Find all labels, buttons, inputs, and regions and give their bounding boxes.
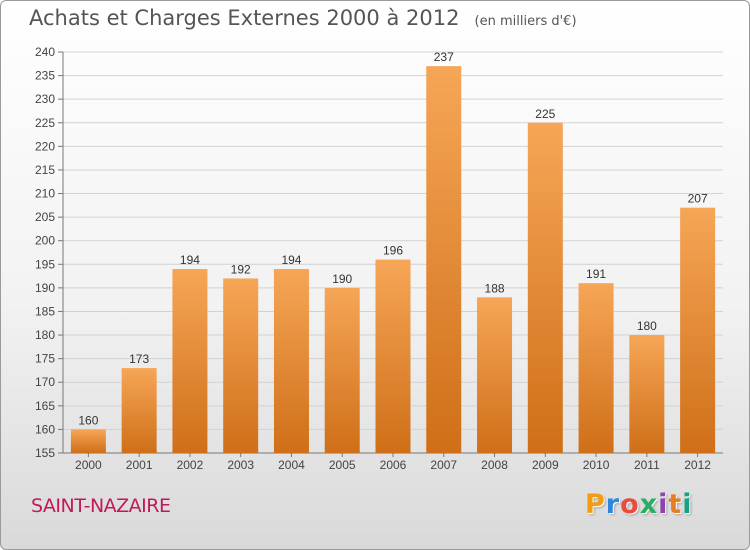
bar: [477, 297, 513, 453]
y-tick-label: 215: [35, 163, 55, 177]
x-tick-label: 2000: [75, 458, 102, 472]
y-tick-label: 240: [35, 45, 55, 59]
y-tick-label: 180: [35, 328, 55, 342]
y-tick-label: 220: [35, 139, 55, 153]
location-label: SAINT-NAZAIRE: [31, 495, 171, 517]
y-tick-label: 190: [35, 281, 55, 295]
labels: 155 160 165 170 175 180 185 190 195 200 205 210 215 2…: [35, 45, 711, 472]
logo-letter: i: [682, 489, 693, 520]
bar: [527, 122, 563, 453]
bar: [223, 278, 259, 453]
logo-letter: t: [668, 489, 683, 520]
bar: [578, 283, 614, 453]
bar-value-label: 192: [231, 262, 251, 276]
x-tick-label: 2010: [583, 458, 610, 472]
logo-letter: x: [639, 489, 659, 520]
y-tick-label: 165: [35, 399, 55, 413]
y-tick-label: 160: [35, 422, 55, 436]
bar-value-label: 190: [332, 272, 352, 286]
y-tick-label: 210: [35, 187, 55, 201]
bar-value-label: 225: [535, 107, 555, 121]
x-tick-label: 2001: [126, 458, 153, 472]
bar: [121, 368, 157, 453]
bar-value-label: 180: [637, 319, 657, 333]
x-tick-label: 2003: [227, 458, 254, 472]
bar: [273, 269, 309, 453]
y-tick-label: 170: [35, 375, 55, 389]
y-tick-label: 230: [35, 92, 55, 106]
bar-value-label: 237: [434, 50, 454, 64]
title-row: Achats et Charges Externes 2000 à 2012 (…: [29, 6, 577, 30]
unit-note: (en milliers d'€): [474, 14, 577, 29]
x-tick-label: 2006: [380, 458, 407, 472]
bar: [680, 207, 716, 453]
bar-value-label: 191: [586, 267, 606, 281]
x-tick-label: 2009: [532, 458, 559, 472]
x-tick-label: 2011: [634, 458, 660, 472]
y-tick-label: 200: [35, 234, 55, 248]
x-tick-label: 2002: [177, 458, 204, 472]
bars: [70, 66, 716, 453]
y-tick-label: 225: [35, 116, 55, 130]
bar-value-label: 194: [180, 253, 200, 267]
x-tick-label: 2005: [329, 458, 356, 472]
logo-letter: i: [658, 489, 669, 520]
bar-value-label: 207: [688, 192, 708, 206]
bar: [324, 287, 360, 453]
y-tick-label: 195: [35, 257, 55, 271]
bar: [629, 335, 665, 453]
chart-title: Achats et Charges Externes 2000 à 2012: [29, 6, 460, 30]
bar-value-label: 160: [78, 413, 98, 427]
bar-value-label: 173: [129, 352, 149, 366]
logo-letter: o: [620, 489, 640, 520]
bar: [172, 269, 208, 453]
y-tick-label: 185: [35, 304, 55, 318]
x-tick-label: 2008: [481, 458, 508, 472]
proxiti-logo: Proxiti: [585, 489, 693, 520]
bar: [375, 259, 411, 453]
logo-letter: r: [605, 489, 621, 520]
y-tick-label: 205: [35, 210, 55, 224]
x-tick-label: 2004: [278, 458, 305, 472]
x-tick-label: 2007: [430, 458, 457, 472]
x-tick-label: 2012: [684, 458, 711, 472]
bar-value-label: 188: [485, 281, 505, 295]
y-tick-label: 235: [35, 69, 55, 83]
y-tick-label: 155: [35, 446, 55, 460]
logo-letter: P: [585, 489, 606, 520]
bar: [426, 66, 462, 453]
bar: [70, 429, 106, 453]
y-tick-label: 175: [35, 352, 55, 366]
bar-value-label: 194: [281, 253, 301, 267]
bar-value-label: 196: [383, 244, 403, 258]
